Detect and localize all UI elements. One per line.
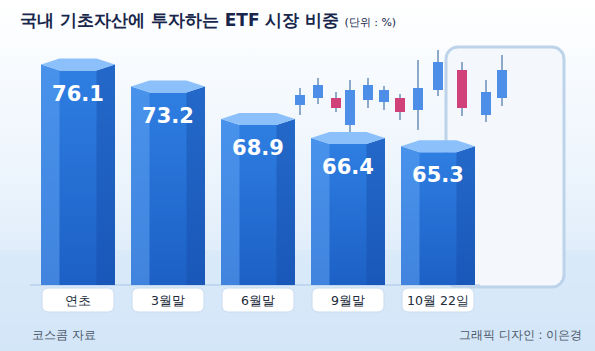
background — [0, 0, 595, 351]
data-label: 65.3 — [412, 163, 464, 187]
bar-cap — [311, 132, 385, 144]
candle-body — [481, 92, 491, 115]
category-box — [222, 288, 294, 312]
category-box — [312, 288, 384, 312]
data-label: 66.4 — [322, 155, 374, 179]
bar-cap — [401, 140, 475, 152]
bar — [131, 87, 205, 285]
source: 코스콤 자료 — [32, 328, 96, 342]
candle-body — [433, 62, 443, 90]
category-label: 9월말 — [331, 293, 365, 308]
title: 국내 기초자산에 투자하는 ETF 시장 비중 — [20, 10, 339, 30]
category-label: 10월 22일 — [407, 293, 469, 308]
bar-cap — [221, 113, 295, 125]
bar — [401, 146, 475, 285]
subtitle: (단위 : %) — [344, 16, 396, 29]
candle-body — [331, 98, 341, 108]
chart: 국내 기초자산에 투자하는 ETF 시장 비중 (단위 : %) 76.1 73.2 6… — [0, 0, 595, 351]
category-label: 6월말 — [241, 293, 275, 308]
category-label: 3월말 — [151, 293, 185, 308]
credit: 그래픽 디자인 : 이은경 — [459, 328, 582, 342]
category-box — [132, 288, 204, 312]
bar-cap — [41, 59, 115, 71]
candle-body — [395, 98, 405, 112]
bar-cap — [131, 81, 205, 93]
candle-body — [413, 88, 423, 110]
data-label: 68.9 — [232, 136, 284, 160]
candle-body — [457, 70, 467, 108]
data-label: 76.1 — [52, 82, 104, 106]
candle-body — [497, 70, 507, 98]
bar — [221, 119, 295, 285]
category-box — [42, 288, 114, 312]
candle-body — [295, 95, 305, 105]
data-label: 73.2 — [142, 104, 194, 128]
candle-body — [379, 90, 389, 102]
bars — [41, 59, 475, 285]
category-label: 연초 — [65, 293, 91, 308]
bar — [311, 138, 385, 285]
candle-body — [345, 90, 355, 125]
candle-body — [363, 85, 373, 100]
category-box — [402, 288, 474, 312]
bar — [41, 65, 115, 285]
candle-body — [313, 85, 323, 98]
